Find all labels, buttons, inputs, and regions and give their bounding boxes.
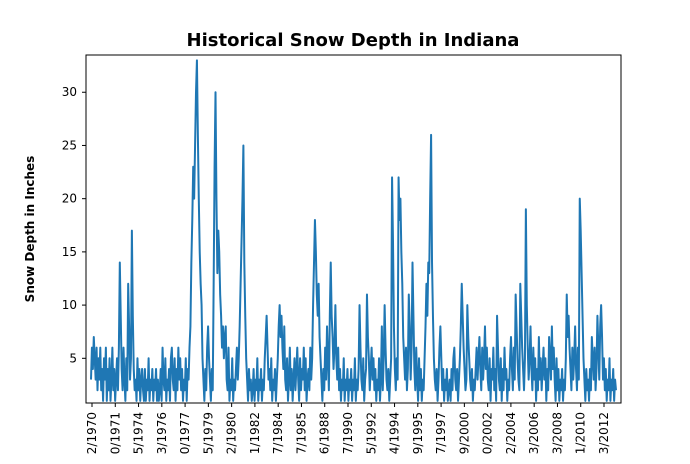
x-tick-label: 7/1985 — [294, 412, 308, 454]
x-tick-label: 5/1992 — [364, 412, 378, 454]
x-axis-ticks: 2/1970 0/1971 5/1974 3/1976 0/1977 5/1979 2/19… — [85, 403, 611, 454]
x-tick-label: 3/2006 — [527, 412, 541, 454]
x-tick-label: 0/1971 — [108, 412, 122, 454]
x-tick-label: 0/2002 — [481, 412, 495, 454]
x-tick-label: 1/1982 — [248, 412, 262, 454]
x-tick-label: 2/1980 — [225, 412, 239, 454]
x-tick-label: 1/2010 — [574, 412, 588, 454]
x-tick-label: 3/2012 — [597, 412, 611, 454]
x-tick-label: 4/1994 — [388, 412, 402, 454]
snow-depth-series-line — [90, 59, 617, 402]
y-axis-label: Snow Depth in Inches — [23, 156, 37, 303]
y-tick-label: 5 — [69, 351, 77, 365]
x-tick-label: 5/1974 — [132, 412, 146, 454]
x-tick-label: 2/1970 — [85, 412, 99, 454]
y-tick-label: 30 — [62, 85, 77, 99]
y-tick-label: 10 — [62, 298, 77, 312]
x-tick-label: 7/1990 — [341, 412, 355, 454]
chart-title: Historical Snow Depth in Indiana — [187, 30, 520, 51]
plot-area — [90, 59, 617, 402]
axes-frame — [85, 54, 622, 404]
x-tick-label: 9/2000 — [457, 412, 471, 454]
y-tick-label: 15 — [62, 245, 77, 259]
x-tick-label: 7/1984 — [271, 412, 285, 454]
x-tick-label: 9/1995 — [411, 412, 425, 454]
x-tick-label: 5/1979 — [201, 412, 215, 454]
y-tick-label: 20 — [62, 192, 77, 206]
x-tick-label: 3/1976 — [155, 412, 169, 454]
y-tick-label: 25 — [62, 138, 77, 152]
x-tick-label: 2/2004 — [504, 412, 518, 454]
x-tick-label: 7/1997 — [434, 412, 448, 454]
x-tick-label: 3/2008 — [550, 412, 564, 454]
x-tick-label: 0/1977 — [178, 412, 192, 454]
x-tick-label: 6/1988 — [318, 412, 332, 454]
y-axis-ticks: 5 10 15 20 25 30 — [62, 85, 86, 365]
